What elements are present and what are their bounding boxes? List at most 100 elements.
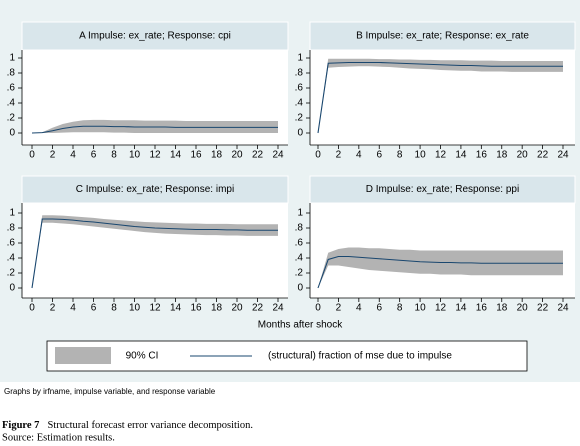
legend-label: 90% CI <box>126 351 159 362</box>
y-tick-label: .2 <box>7 268 16 279</box>
x-tick-label: 14 <box>455 150 467 161</box>
fevd-line <box>31 125 278 134</box>
x-tick-label: 24 <box>557 150 569 161</box>
y-tick-label: .6 <box>295 83 304 94</box>
y-tick-label: .8 <box>7 68 16 79</box>
y-tick-label: 0 <box>9 283 15 294</box>
x-tick-label: 8 <box>111 303 117 314</box>
x-tick-label: 2 <box>50 303 56 314</box>
x-tick-label: 0 <box>315 303 321 314</box>
panel-title: D Impulse: ex_rate; Response: ppi <box>366 184 519 195</box>
x-tick-label: 20 <box>231 303 243 314</box>
caption-source: Source: Estimation results. <box>2 432 115 443</box>
y-tick-label: 1 <box>9 53 15 64</box>
x-tick-label: 4 <box>356 150 362 161</box>
x-tick-label: 10 <box>415 303 427 314</box>
x-axis-label: Months after shock <box>258 320 343 331</box>
x-tick-label: 24 <box>557 303 569 314</box>
legend-swatch <box>55 347 111 364</box>
x-tick-label: 18 <box>211 303 223 314</box>
y-tick-label: .6 <box>7 238 16 249</box>
panel-title: A Impulse: ex_rate; Response: cpi <box>79 31 231 42</box>
fevd-line <box>317 61 563 134</box>
legend-label: (structural) fraction of mse due to impu… <box>268 351 452 362</box>
panel-title: B Impulse: ex_rate; Response: ex_rate <box>356 31 529 42</box>
x-tick-label: 2 <box>50 150 56 161</box>
y-tick-label: .8 <box>295 68 304 79</box>
y-tick-label: .4 <box>7 253 16 264</box>
x-tick-label: 16 <box>190 150 202 161</box>
x-tick-label: 14 <box>455 303 467 314</box>
x-tick-label: 6 <box>91 150 97 161</box>
x-tick-label: 16 <box>190 303 202 314</box>
y-tick-label: 0 <box>9 128 15 139</box>
y-tick-label: .2 <box>295 268 304 279</box>
x-tick-label: 12 <box>435 150 447 161</box>
x-tick-label: 2 <box>336 303 342 314</box>
x-tick-label: 4 <box>70 303 76 314</box>
x-tick-label: 0 <box>29 150 35 161</box>
x-tick-label: 18 <box>211 150 223 161</box>
x-tick-label: 24 <box>272 303 284 314</box>
panel-title: C Impulse: ex_rate; Response: impi <box>76 184 234 195</box>
x-tick-label: 10 <box>415 150 427 161</box>
x-tick-label: 6 <box>376 150 382 161</box>
x-tick-label: 20 <box>517 150 529 161</box>
x-tick-label: 20 <box>231 150 243 161</box>
x-tick-label: 10 <box>129 150 141 161</box>
x-tick-label: 0 <box>29 303 35 314</box>
x-tick-label: 14 <box>170 150 182 161</box>
x-tick-label: 4 <box>356 303 362 314</box>
y-tick-label: .6 <box>7 83 16 94</box>
x-tick-label: 16 <box>476 150 488 161</box>
y-tick-label: 0 <box>297 128 303 139</box>
x-tick-label: 12 <box>149 150 161 161</box>
y-tick-label: .8 <box>7 223 16 234</box>
y-tick-label: 1 <box>9 208 15 219</box>
y-tick-label: .4 <box>295 98 304 109</box>
panel-title-box <box>21 21 289 51</box>
x-tick-label: 22 <box>252 303 264 314</box>
y-tick-label: .4 <box>295 253 304 264</box>
caption-label: Figure 7 <box>2 420 39 431</box>
x-tick-label: 0 <box>315 150 321 161</box>
y-tick-label: .8 <box>295 223 304 234</box>
x-tick-label: 24 <box>272 150 284 161</box>
x-tick-label: 22 <box>537 303 549 314</box>
panel-title-box <box>309 21 576 51</box>
ci-band <box>32 119 278 133</box>
x-tick-label: 16 <box>476 303 488 314</box>
x-tick-label: 12 <box>149 303 161 314</box>
x-tick-label: 2 <box>336 150 342 161</box>
x-tick-label: 6 <box>91 303 97 314</box>
x-tick-label: 22 <box>252 150 264 161</box>
y-tick-label: .4 <box>7 98 16 109</box>
caption-text: Structural forecast error variance decom… <box>47 420 253 431</box>
ci-band <box>318 247 563 288</box>
y-tick-label: .6 <box>295 238 304 249</box>
fevd-line <box>317 255 563 289</box>
x-tick-label: 12 <box>435 303 447 314</box>
fevd-line <box>31 218 278 289</box>
x-tick-label: 20 <box>517 303 529 314</box>
ci-band <box>32 215 278 288</box>
y-tick-label: 1 <box>297 53 303 64</box>
x-tick-label: 4 <box>70 150 76 161</box>
x-tick-label: 22 <box>537 150 549 161</box>
y-tick-label: .2 <box>7 113 16 124</box>
x-tick-label: 10 <box>129 303 141 314</box>
x-tick-label: 14 <box>170 303 182 314</box>
y-tick-label: 1 <box>297 208 303 219</box>
note: Graphs by irfname, impulse variable, and… <box>4 387 216 396</box>
x-tick-label: 18 <box>496 303 508 314</box>
caption: Figure 7 Structural forecast error varian… <box>2 420 253 431</box>
x-tick-label: 18 <box>496 150 508 161</box>
y-tick-label: 0 <box>297 283 303 294</box>
y-tick-label: .2 <box>295 113 304 124</box>
x-tick-label: 8 <box>397 150 403 161</box>
legend-box <box>46 340 528 372</box>
x-tick-label: 8 <box>397 303 403 314</box>
x-tick-label: 8 <box>111 150 117 161</box>
